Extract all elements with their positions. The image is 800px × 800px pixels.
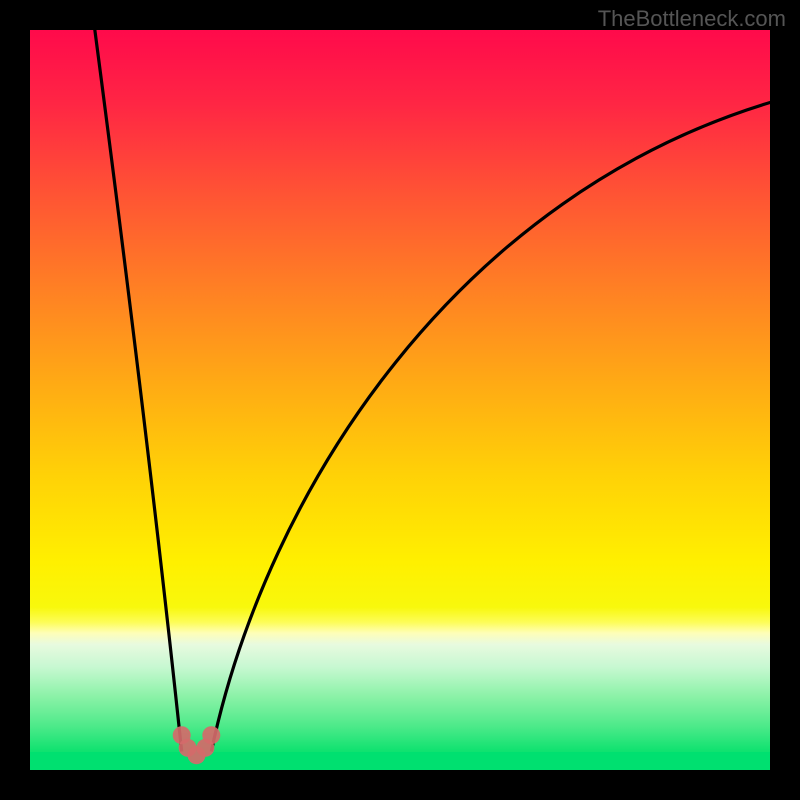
- bottleneck-curve: [30, 30, 770, 770]
- marker-cluster: [173, 726, 221, 764]
- plot-outer-frame: [30, 30, 770, 770]
- curve-right-branch: [211, 100, 770, 751]
- watermark-text: TheBottleneck.com: [598, 6, 786, 32]
- curve-left-branch: [93, 30, 182, 751]
- plot-area: [30, 30, 770, 770]
